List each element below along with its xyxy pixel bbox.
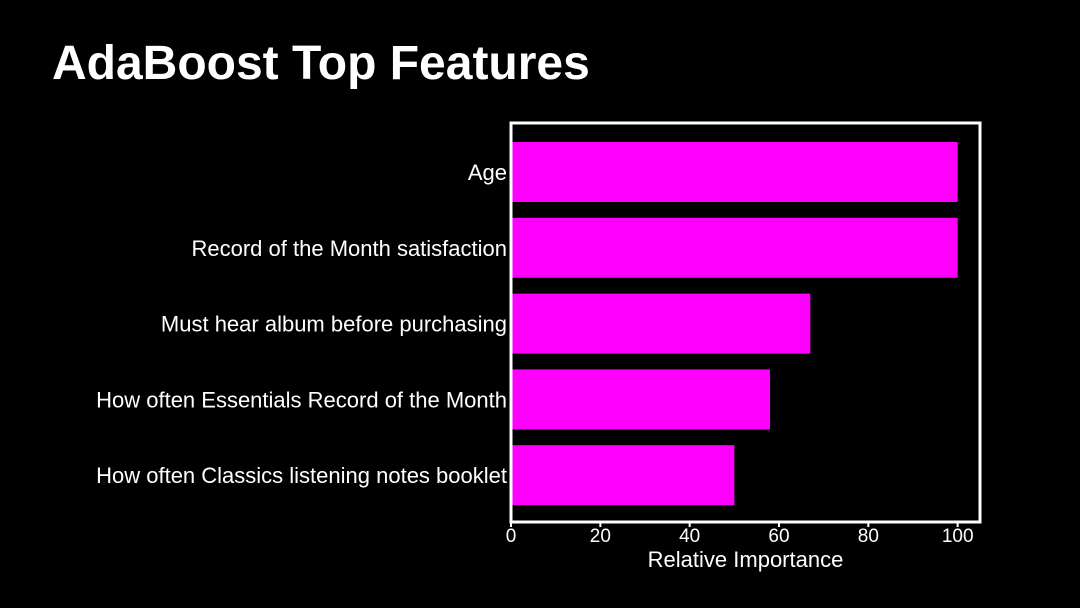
- category-label: Must hear album before purchasing: [161, 312, 507, 337]
- x-tick-label: 0: [506, 526, 517, 547]
- x-tick-label: 80: [858, 526, 879, 547]
- bar: [511, 217, 958, 278]
- bar: [511, 142, 958, 202]
- x-tick-label: 40: [679, 526, 700, 547]
- category-label: How often Essentials Record of the Month: [96, 387, 507, 412]
- bar-group: [511, 142, 958, 506]
- category-label: How often Classics listening notes bookl…: [96, 463, 507, 488]
- category-label: Record of the Month satisfaction: [192, 236, 508, 261]
- x-axis-label: Relative Importance: [648, 547, 844, 572]
- x-axis-ticks: 0 20 40 60 80 100: [506, 522, 974, 547]
- bar: [511, 445, 735, 506]
- bar: [511, 369, 771, 430]
- category-labels: Age Record of the Month satisfaction Must …: [96, 160, 507, 488]
- x-tick-label: 60: [768, 526, 789, 547]
- bar: [511, 293, 811, 354]
- x-tick-label: 20: [590, 526, 611, 547]
- plot-frame: [509, 121, 982, 524]
- slide-title: AdaBoost Top Features: [52, 37, 590, 90]
- category-label: Age: [468, 160, 507, 185]
- x-tick-label: 100: [942, 526, 974, 547]
